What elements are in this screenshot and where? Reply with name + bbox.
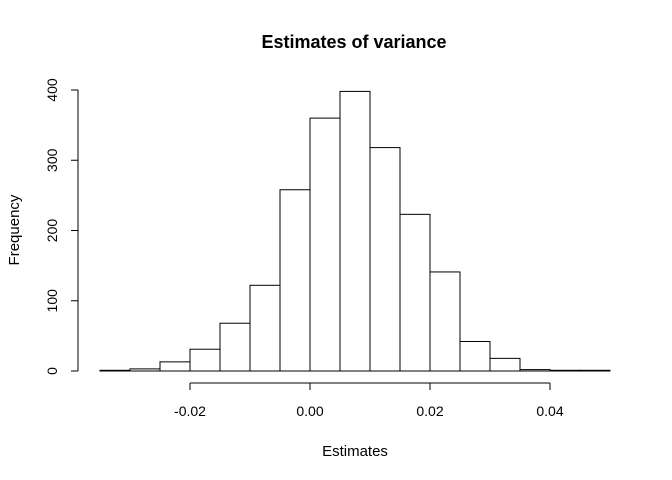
y-tick-label: 100	[44, 289, 60, 313]
histogram-bar	[549, 369, 581, 372]
histogram-bar	[429, 271, 461, 372]
histogram-bar	[459, 340, 491, 372]
y-axis: 0 100 200 300 400	[44, 78, 79, 375]
chart-title: Estimates of variance	[261, 32, 446, 52]
histogram-bar	[219, 322, 251, 372]
x-axis-title: Estimates	[322, 443, 388, 460]
y-axis-title: Frequency	[6, 194, 23, 265]
bars-group	[99, 90, 611, 372]
histogram-bar	[249, 284, 281, 372]
x-tick-label: -0.02	[174, 403, 206, 419]
histogram-bar	[489, 357, 521, 372]
y-tick-label: 400	[44, 78, 60, 102]
histogram-bar	[339, 90, 371, 372]
histogram-bar	[189, 348, 221, 372]
x-tick-label: 0.04	[536, 403, 563, 419]
histogram-bar	[309, 117, 341, 372]
y-tick-label: 0	[44, 367, 60, 375]
histogram-bar	[99, 369, 131, 372]
histogram-bar	[369, 147, 401, 372]
x-axis: -0.02 0.00 0.02 0.04	[174, 382, 564, 419]
x-tick-label: 0.00	[296, 403, 323, 419]
histogram-bar	[519, 369, 551, 372]
histogram-bar	[129, 368, 161, 372]
histogram-bar	[399, 213, 431, 372]
histogram-bar	[579, 369, 611, 372]
y-tick-label: 200	[44, 219, 60, 243]
y-tick-label: 300	[44, 148, 60, 172]
histogram-bar	[279, 189, 311, 372]
histogram-bar	[159, 361, 191, 372]
x-tick-label: 0.02	[416, 403, 443, 419]
